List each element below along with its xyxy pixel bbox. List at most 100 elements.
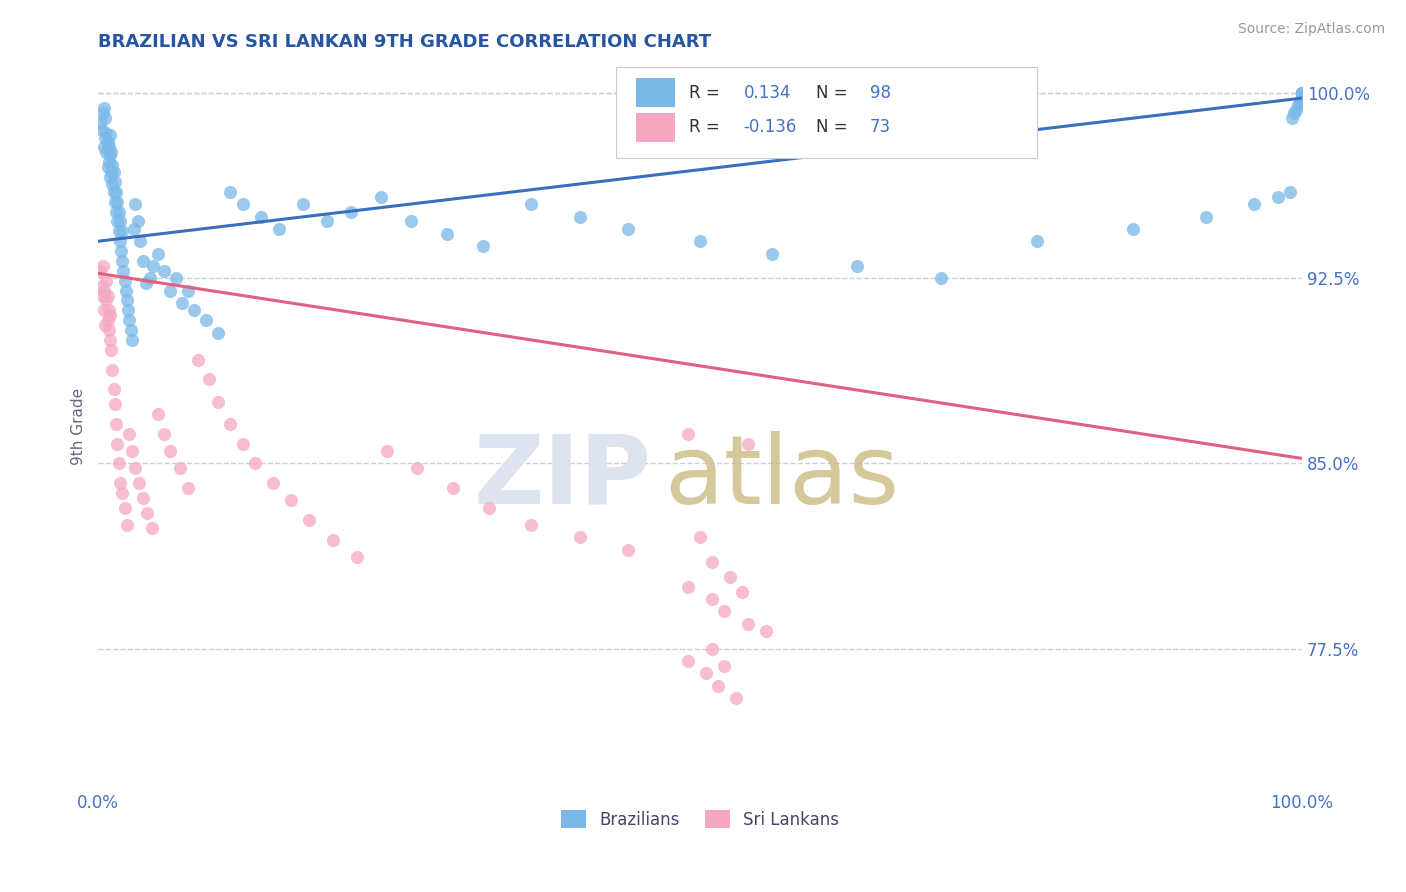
- Point: [370, 190, 392, 204]
- Point: [118, 426, 141, 441]
- Point: [98, 333, 121, 347]
- Point: [90, 123, 112, 137]
- Point: [1267, 190, 1289, 204]
- Point: [159, 284, 181, 298]
- Point: [1122, 222, 1144, 236]
- Point: [103, 165, 125, 179]
- Point: [105, 436, 128, 450]
- Point: [1026, 234, 1049, 248]
- Point: [93, 140, 115, 154]
- Point: [96, 145, 118, 160]
- Point: [725, 690, 748, 705]
- Point: [91, 106, 114, 120]
- Legend: Brazilians, Sri Lankans: Brazilians, Sri Lankans: [554, 804, 846, 835]
- Point: [103, 382, 125, 396]
- Point: [121, 444, 143, 458]
- Point: [127, 214, 149, 228]
- Point: [97, 288, 120, 302]
- Point: [97, 136, 120, 150]
- Point: [291, 197, 314, 211]
- Point: [231, 197, 253, 211]
- Point: [676, 580, 699, 594]
- Text: -0.136: -0.136: [744, 119, 797, 136]
- Point: [617, 542, 640, 557]
- Point: [198, 372, 221, 386]
- Point: [1291, 88, 1313, 103]
- Bar: [637, 78, 675, 107]
- Point: [101, 158, 124, 172]
- Point: [97, 323, 120, 337]
- Point: [98, 128, 121, 142]
- Point: [103, 185, 125, 199]
- Point: [100, 343, 122, 357]
- Point: [131, 491, 153, 505]
- Point: [121, 333, 143, 347]
- Point: [243, 456, 266, 470]
- Point: [129, 234, 152, 248]
- Point: [1291, 86, 1313, 100]
- Point: [104, 194, 127, 209]
- Point: [96, 126, 118, 140]
- Text: N =: N =: [815, 119, 852, 136]
- Point: [267, 222, 290, 236]
- Point: [755, 624, 778, 639]
- Point: [689, 234, 711, 248]
- Point: [436, 227, 458, 241]
- Point: [315, 214, 337, 228]
- Text: Source: ZipAtlas.com: Source: ZipAtlas.com: [1237, 22, 1385, 37]
- Point: [100, 165, 122, 179]
- Point: [148, 407, 170, 421]
- Text: 0.134: 0.134: [744, 84, 792, 102]
- Point: [114, 500, 136, 515]
- Point: [761, 246, 783, 260]
- Point: [207, 326, 229, 340]
- Point: [108, 234, 131, 248]
- Point: [114, 284, 136, 298]
- Point: [93, 284, 115, 298]
- Point: [676, 426, 699, 441]
- Point: [91, 259, 114, 273]
- Point: [105, 417, 128, 431]
- Point: [929, 271, 952, 285]
- Point: [93, 101, 115, 115]
- Point: [172, 296, 194, 310]
- Point: [111, 486, 134, 500]
- Point: [1282, 106, 1305, 120]
- Point: [107, 456, 129, 470]
- Point: [97, 303, 120, 318]
- Point: [441, 481, 464, 495]
- Point: [1291, 86, 1313, 100]
- Point: [1281, 111, 1303, 125]
- Point: [1291, 86, 1313, 100]
- Point: [105, 214, 128, 228]
- Point: [689, 531, 711, 545]
- Point: [375, 444, 398, 458]
- Point: [98, 169, 121, 184]
- Point: [568, 531, 591, 545]
- Point: [96, 293, 118, 308]
- Point: [520, 518, 543, 533]
- Point: [1285, 103, 1308, 118]
- Point: [136, 506, 159, 520]
- Text: ZIP: ZIP: [474, 431, 652, 524]
- Point: [1279, 185, 1302, 199]
- Point: [93, 303, 115, 318]
- Point: [520, 197, 543, 211]
- Point: [737, 616, 759, 631]
- Point: [1288, 95, 1310, 110]
- Point: [94, 130, 117, 145]
- Point: [108, 214, 131, 228]
- Point: [111, 224, 134, 238]
- Point: [124, 197, 146, 211]
- Point: [122, 222, 145, 236]
- Point: [406, 461, 429, 475]
- Point: [700, 592, 723, 607]
- Point: [112, 264, 135, 278]
- Point: [96, 274, 118, 288]
- Point: [141, 520, 163, 534]
- Point: [219, 417, 242, 431]
- Point: [135, 276, 157, 290]
- Point: [89, 116, 111, 130]
- Point: [105, 204, 128, 219]
- Point: [700, 555, 723, 569]
